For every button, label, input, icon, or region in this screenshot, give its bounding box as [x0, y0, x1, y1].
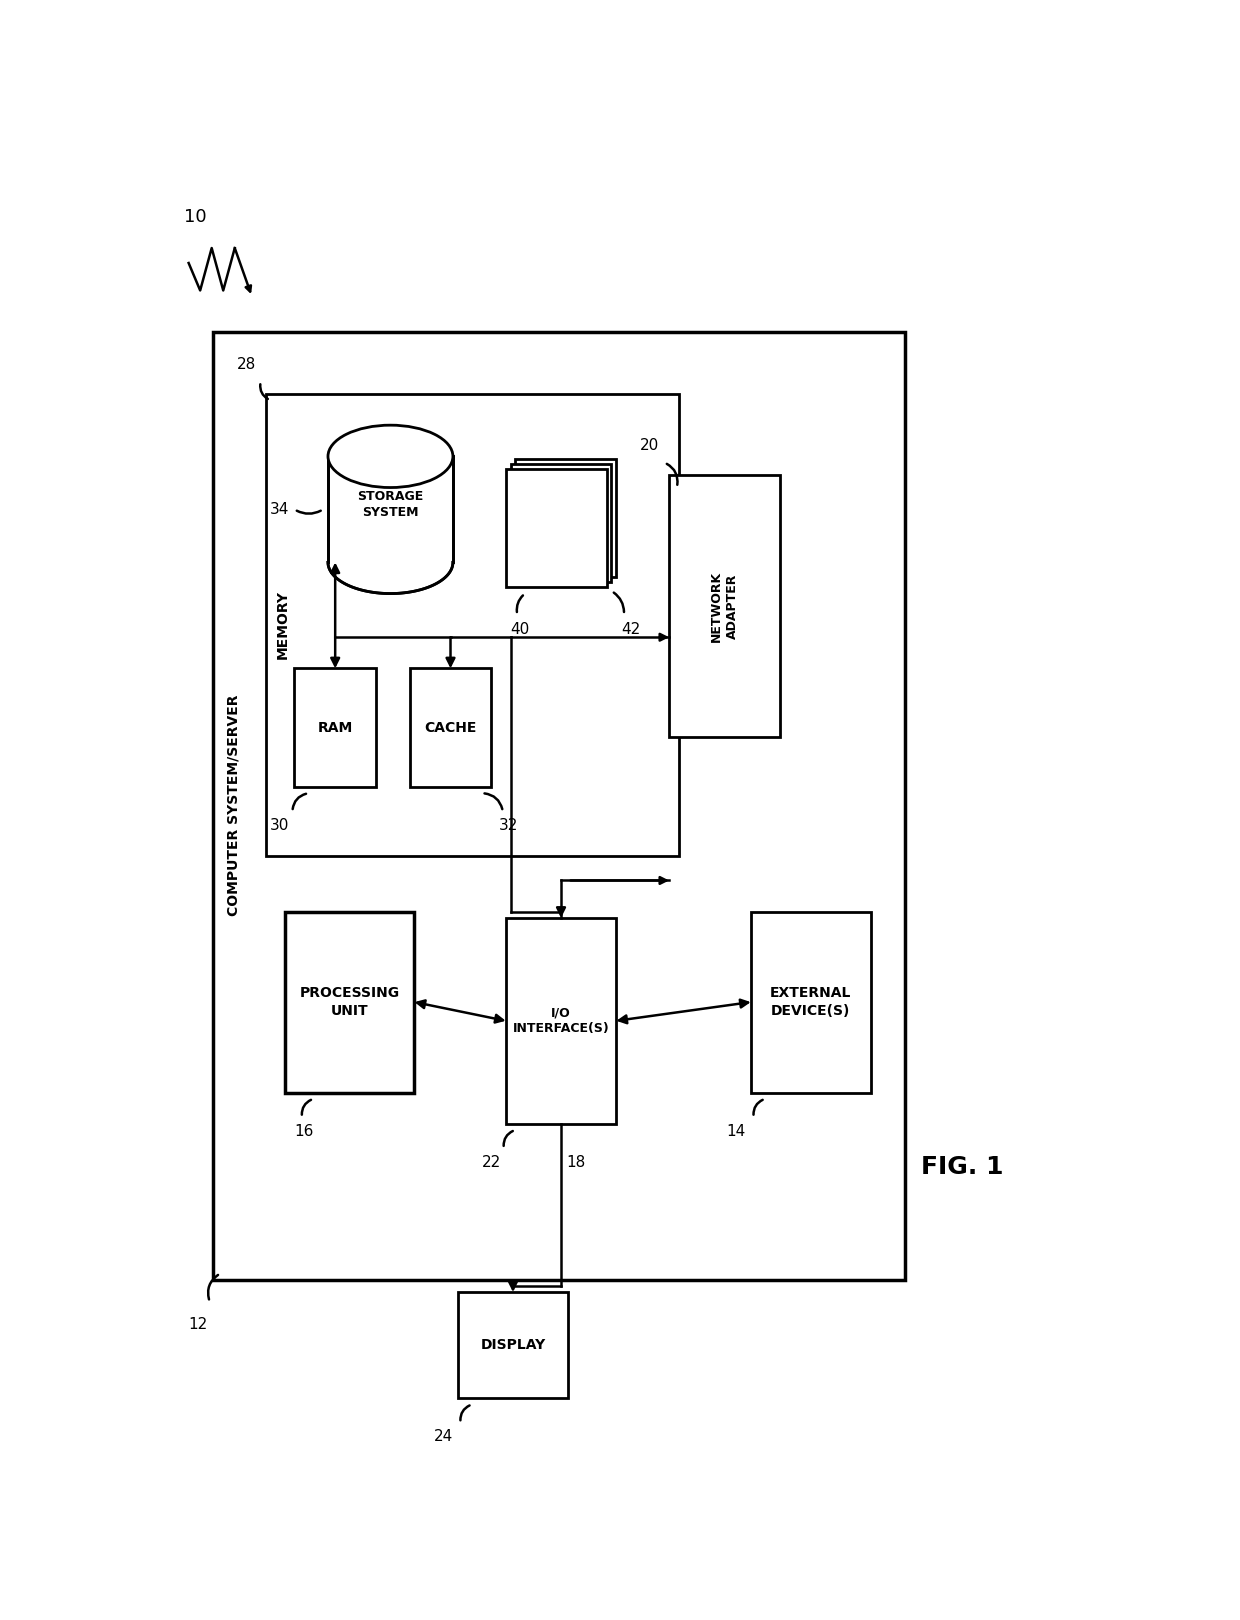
Text: COMPUTER SYSTEM/SERVER: COMPUTER SYSTEM/SERVER — [227, 695, 241, 917]
Text: NETWORK
ADAPTER: NETWORK ADAPTER — [709, 570, 739, 642]
Text: 12: 12 — [188, 1317, 208, 1332]
Text: RAM: RAM — [317, 721, 353, 734]
Text: I/O
INTERFACE(S): I/O INTERFACE(S) — [512, 1006, 609, 1035]
Text: 30: 30 — [270, 818, 289, 833]
Bar — [285, 912, 414, 1092]
Bar — [265, 394, 678, 855]
Text: PROCESSING
UNIT: PROCESSING UNIT — [300, 987, 399, 1017]
Text: 34: 34 — [270, 502, 290, 517]
Text: 20: 20 — [640, 437, 660, 452]
Text: 24: 24 — [434, 1429, 453, 1445]
Text: 18: 18 — [565, 1155, 585, 1170]
Text: 16: 16 — [294, 1124, 314, 1139]
Text: 22: 22 — [481, 1155, 501, 1170]
Text: 28: 28 — [237, 356, 255, 371]
Text: CACHE: CACHE — [424, 721, 476, 734]
Bar — [506, 919, 616, 1124]
Text: MEMORY: MEMORY — [275, 590, 290, 659]
Bar — [511, 463, 611, 582]
Bar — [458, 1293, 568, 1398]
Polygon shape — [327, 457, 453, 593]
Bar — [751, 912, 870, 1092]
Text: STORAGE
SYSTEM: STORAGE SYSTEM — [357, 489, 424, 518]
Text: EXTERNAL
DEVICE(S): EXTERNAL DEVICE(S) — [770, 987, 852, 1017]
Bar — [670, 475, 780, 737]
Bar — [516, 458, 616, 577]
Text: FIG. 1: FIG. 1 — [921, 1155, 1003, 1179]
Ellipse shape — [327, 424, 453, 488]
Text: 32: 32 — [498, 818, 518, 833]
Text: 14: 14 — [727, 1124, 746, 1139]
Text: 42: 42 — [621, 622, 640, 637]
Bar — [409, 669, 491, 787]
Text: DISPLAY: DISPLAY — [480, 1338, 546, 1353]
Text: 40: 40 — [511, 622, 529, 637]
Bar — [294, 669, 376, 787]
Text: 10: 10 — [184, 207, 206, 225]
Bar — [506, 468, 606, 588]
Bar — [213, 332, 904, 1280]
